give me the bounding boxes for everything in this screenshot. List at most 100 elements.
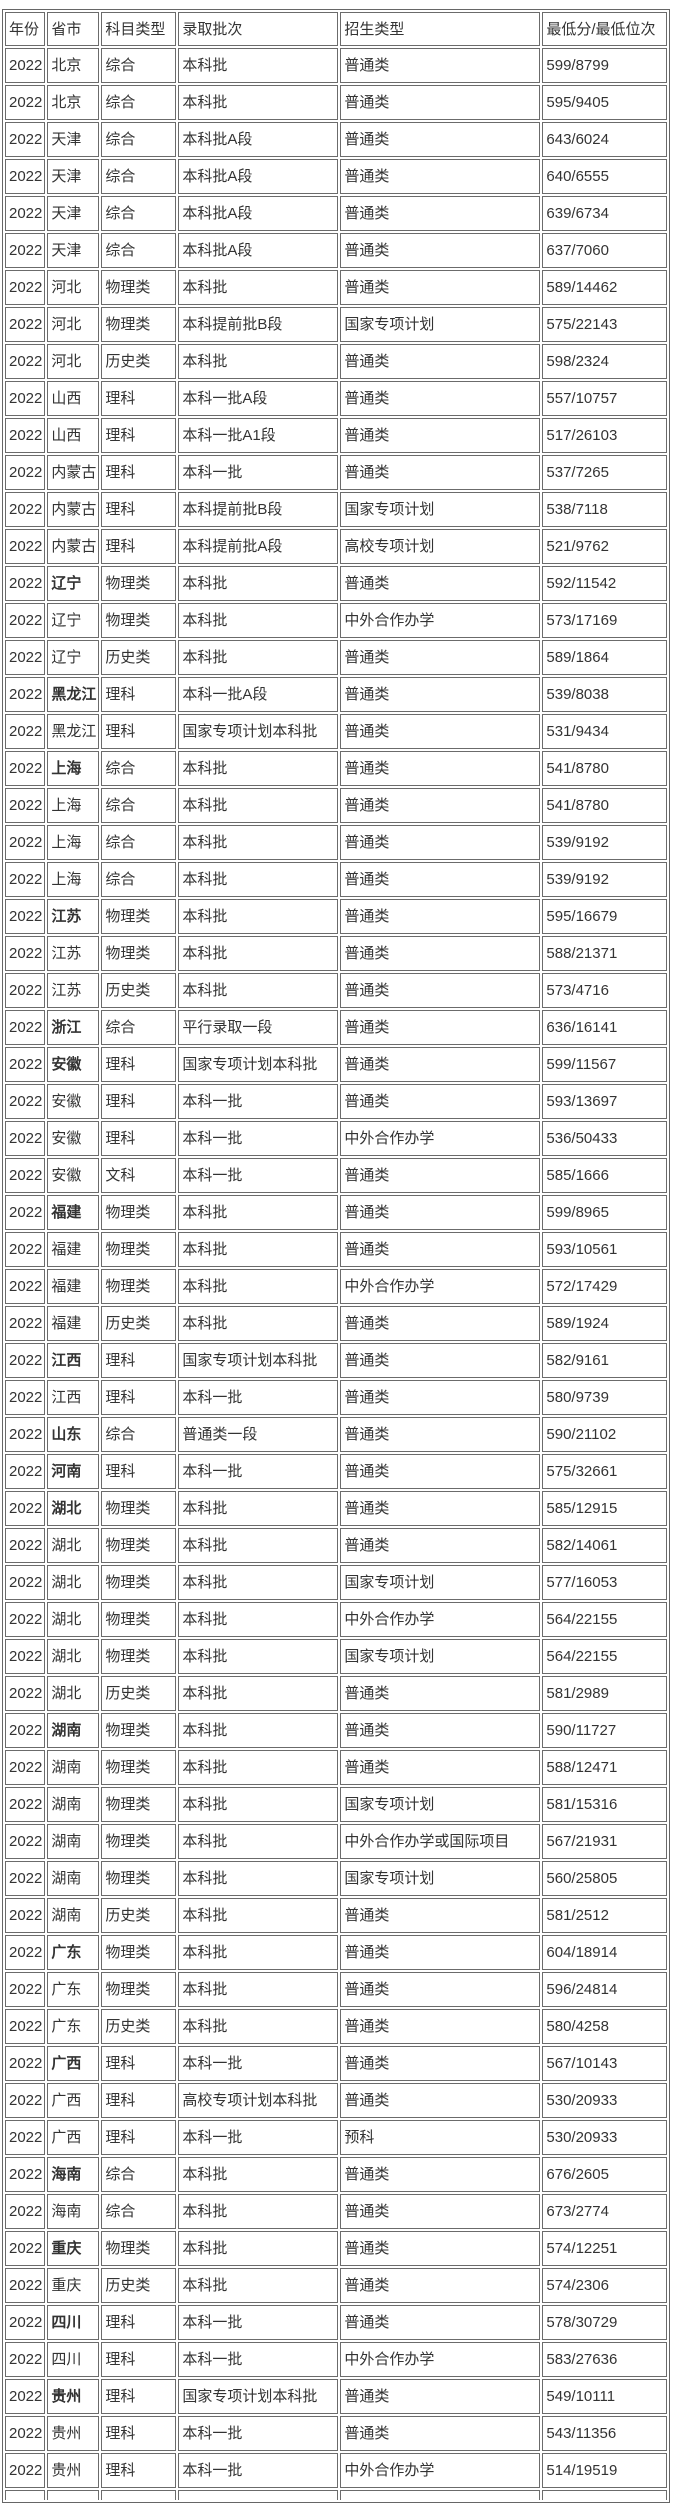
cell-enrollment-type: 普通类 xyxy=(340,2009,541,2044)
cell-subject-type: 历史类 xyxy=(101,2009,177,2044)
col-header-year: 年份 xyxy=(5,12,46,46)
cell-enrollment-type: 普通类 xyxy=(340,1972,541,2007)
cell-subject-type: 理科 xyxy=(101,2453,177,2488)
cell-enrollment-type: 普通类 xyxy=(340,455,541,490)
cell-min-score-rank: 575/32661 xyxy=(542,1454,668,1489)
cell-province: 山西 xyxy=(47,418,100,453)
cell-year: 2022 xyxy=(5,1602,46,1637)
cell-subject-type: 理科 xyxy=(101,677,177,712)
cell-min-score-rank: 521/9762 xyxy=(542,529,668,564)
cell-subject-type: 理科 xyxy=(101,492,177,527)
cell-enrollment-type: 普通类 xyxy=(340,825,541,860)
cell-year: 2022 xyxy=(5,2342,46,2377)
table-row: 2022 安徽 理科 国家专项计划本科批 普通类 599/11567 xyxy=(5,1047,668,1082)
cell-province: 河南 xyxy=(47,1454,100,1489)
cell-min-score-rank: 575/22143 xyxy=(542,307,668,342)
table-row: 2022 辽宁 历史类 本科批 普通类 589/1864 xyxy=(5,640,668,675)
cell-admission-batch: 本科一批 xyxy=(178,2416,339,2451)
cell-min-score-rank: 530/20933 xyxy=(542,2120,668,2155)
cell-enrollment-type: 普通类 xyxy=(340,1195,541,1230)
cell-min-score-rank: 539/9192 xyxy=(542,825,668,860)
cell-subject-type: 物理类 xyxy=(101,1750,177,1785)
cell-year: 2022 xyxy=(5,1343,46,1378)
cell-enrollment-type: 普通类 xyxy=(340,233,541,268)
cell-admission-batch: 本科一批 xyxy=(178,1158,339,1193)
cell-enrollment-type: 普通类 xyxy=(340,899,541,934)
table-row: 2022 河北 物理类 本科提前批B段 国家专项计划 575/22143 xyxy=(5,307,668,342)
table-row: 2022 湖南 物理类 本科批 国家专项计划 560/25805 xyxy=(5,1861,668,1896)
cell-subject-type: 综合 xyxy=(101,48,177,83)
cell-admission-batch: 本科批A段 xyxy=(178,159,339,194)
cell-admission-batch: 本科批A段 xyxy=(178,122,339,157)
cell-min-score-rank: 580/9739 xyxy=(542,1380,668,1415)
cell-province: 福建 xyxy=(47,1306,100,1341)
cell-admission-batch: 本科一批 xyxy=(178,1084,339,1119)
cell-admission-batch: 本科批 xyxy=(178,270,339,305)
cell-year: 2022 xyxy=(5,2046,46,2081)
cell-subject-type: 综合 xyxy=(101,862,177,897)
cell-subject-type: 物理类 xyxy=(101,936,177,971)
col-header-admission-batch: 录取批次 xyxy=(178,12,339,46)
cell-subject-type: 历史类 xyxy=(101,2268,177,2303)
cell-province: 内蒙古 xyxy=(47,455,100,490)
cell-year: 2022 xyxy=(5,1935,46,1970)
cell-year: 2022 xyxy=(5,233,46,268)
cell-admission-batch: 本科批 xyxy=(178,1306,339,1341)
cell-subject-type: 综合 xyxy=(101,85,177,120)
cell-min-score-rank: 588/21371 xyxy=(542,936,668,971)
table-row: 2022 黑龙江 理科 国家专项计划本科批 普通类 531/9434 xyxy=(5,714,668,749)
table-row: 2022 天津 综合 本科批A段 普通类 639/6734 xyxy=(5,196,668,231)
cell-enrollment-type: 普通类 xyxy=(340,270,541,305)
cell-admission-batch: 本科一批 xyxy=(178,455,339,490)
cell-subject-type: 物理类 xyxy=(101,899,177,934)
cell-year: 2022 xyxy=(5,344,46,379)
cell-subject-type: 历史类 xyxy=(101,1898,177,1933)
cell-min-score-rank: 590/11727 xyxy=(542,1713,668,1748)
cell-min-score-rank: 595/9405 xyxy=(542,85,668,120)
cell-subject-type: 综合 xyxy=(101,2157,177,2192)
cell-subject-type: 物理类 xyxy=(101,1972,177,2007)
cell-min-score-rank: 573/4716 xyxy=(542,973,668,1008)
cell-enrollment-type: 普通类 xyxy=(340,1713,541,1748)
cell-enrollment-type: 国家专项计划 xyxy=(340,1861,541,1896)
cell-subject-type: 理科 xyxy=(101,1047,177,1082)
cell-year: 2022 xyxy=(5,2416,46,2451)
cell-admission-batch: 本科一批 xyxy=(178,2046,339,2081)
cell-province: 辽宁 xyxy=(47,640,100,675)
table-row: 2022 北京 综合 本科批 普通类 599/8799 xyxy=(5,48,668,83)
cell-admission-batch: 本科批 xyxy=(178,1861,339,1896)
cell-enrollment-type: 普通类 xyxy=(340,2083,541,2118)
cell-province: 内蒙古 xyxy=(47,492,100,527)
cell-admission-batch: 本科批 xyxy=(178,1528,339,1563)
cell-admission-batch: 本科提前批A段 xyxy=(178,529,339,564)
table-row: 2022 天津 综合 本科批A段 普通类 640/6555 xyxy=(5,159,668,194)
cell-enrollment-type: 普通类 xyxy=(340,85,541,120)
table-row: 2022 福建 物理类 本科批 中外合作办学 572/17429 xyxy=(5,1269,668,1304)
cell-admission-batch: 平行录取一段 xyxy=(178,1010,339,1045)
cell-empty xyxy=(542,2490,668,2500)
cell-admission-batch: 本科一批 xyxy=(178,2120,339,2155)
cell-subject-type: 物理类 xyxy=(101,1787,177,1822)
cell-year: 2022 xyxy=(5,159,46,194)
cell-min-score-rank: 582/9161 xyxy=(542,1343,668,1378)
cell-min-score-rank: 580/4258 xyxy=(542,2009,668,2044)
cell-province: 辽宁 xyxy=(47,566,100,601)
cell-admission-batch: 本科批 xyxy=(178,899,339,934)
table-row: 2022 黑龙江 理科 本科一批A段 普通类 539/8038 xyxy=(5,677,668,712)
table-row: 2022 湖南 历史类 本科批 普通类 581/2512 xyxy=(5,1898,668,1933)
cell-province: 北京 xyxy=(47,85,100,120)
cell-province: 湖南 xyxy=(47,1713,100,1748)
cell-enrollment-type: 中外合作办学 xyxy=(340,1602,541,1637)
cell-province: 上海 xyxy=(47,788,100,823)
cell-subject-type: 历史类 xyxy=(101,973,177,1008)
cell-admission-batch: 本科一批A段 xyxy=(178,677,339,712)
cell-province: 湖南 xyxy=(47,1750,100,1785)
table-row: 2022 广东 物理类 本科批 普通类 596/24814 xyxy=(5,1972,668,2007)
table-row: 2022 天津 综合 本科批A段 普通类 643/6024 xyxy=(5,122,668,157)
cell-year: 2022 xyxy=(5,936,46,971)
cell-year: 2022 xyxy=(5,1898,46,1933)
table-row: 2022 江苏 物理类 本科批 普通类 588/21371 xyxy=(5,936,668,971)
cell-subject-type: 物理类 xyxy=(101,603,177,638)
cell-year: 2022 xyxy=(5,492,46,527)
cell-province: 上海 xyxy=(47,751,100,786)
